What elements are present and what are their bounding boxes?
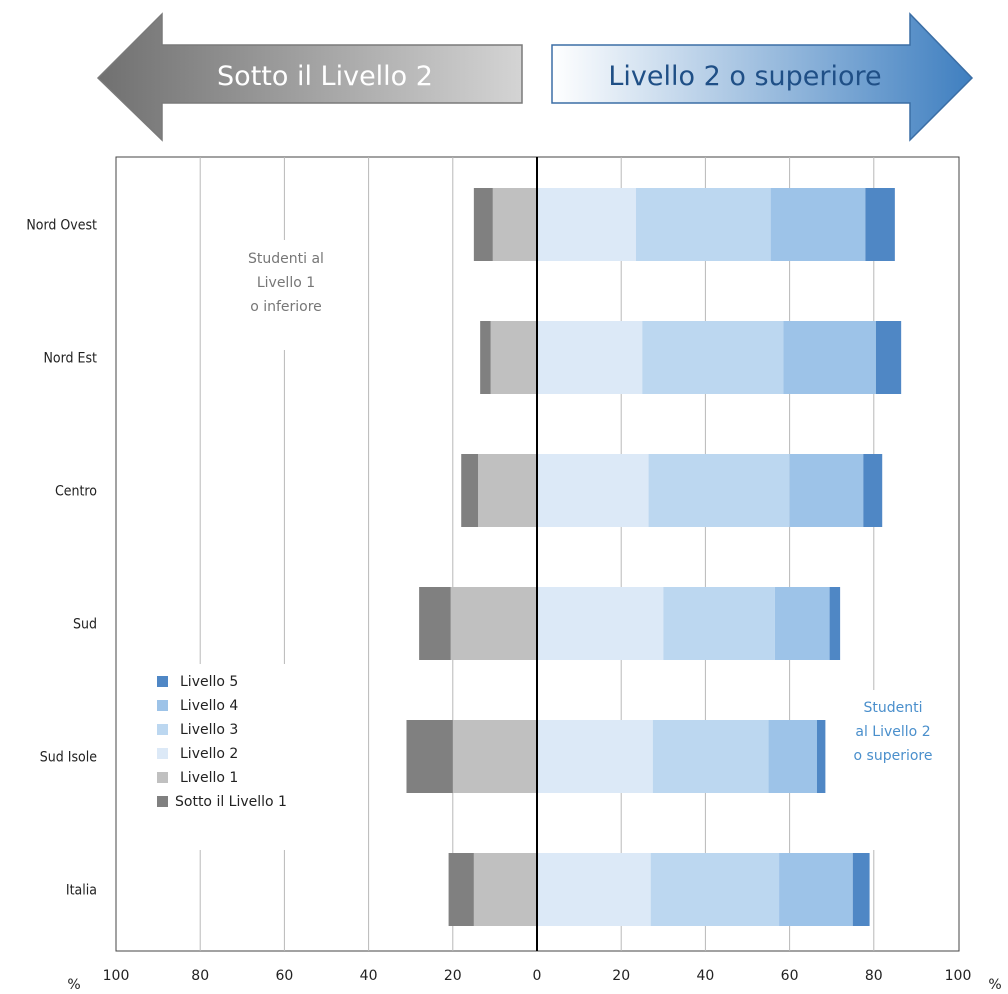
- legend-label: Livello 3: [180, 722, 238, 738]
- category-label: Centro: [55, 484, 97, 500]
- right-note-background: [840, 690, 948, 850]
- bar-segment: [537, 853, 651, 926]
- category-label: Sud Isole: [40, 750, 97, 766]
- bar-segment: [663, 587, 775, 660]
- legend-label: Sotto il Livello 1: [175, 794, 287, 810]
- bar-segment: [537, 720, 653, 793]
- category-label: Nord Ovest: [26, 218, 97, 234]
- bar-segment: [789, 454, 864, 527]
- bar-segment: [492, 188, 537, 261]
- bar-segment: [419, 587, 451, 660]
- x-tick-label: 100: [103, 968, 130, 984]
- bar-segment: [768, 720, 817, 793]
- legend-background: [140, 664, 330, 850]
- bar-segment: [478, 454, 537, 527]
- bar-segment: [537, 454, 649, 527]
- x-tick-labels: 100 80 60 40 20 0 20 40 60 80 100: [103, 968, 972, 984]
- bar-segment: [448, 853, 474, 926]
- x-tick-label: 20: [444, 968, 462, 984]
- category-label: Italia: [66, 883, 97, 899]
- bar-segment: [652, 720, 769, 793]
- x-tick-label: 60: [781, 968, 799, 984]
- left-arrow: Sotto il Livello 2: [96, 12, 523, 142]
- x-tick-label: 20: [612, 968, 630, 984]
- bar-segment: [537, 587, 664, 660]
- bar-segment: [642, 321, 784, 394]
- bar-segment: [490, 321, 537, 394]
- bar-segment: [406, 720, 453, 793]
- x-tick-label: 60: [275, 968, 293, 984]
- bar-segment: [852, 853, 870, 926]
- right-arrow: Livello 2 o superiore: [551, 12, 974, 142]
- x-unit-label-right: %: [988, 977, 1001, 993]
- bar-segment: [774, 587, 830, 660]
- bar-segment: [650, 853, 780, 926]
- bar-segment: [770, 188, 866, 261]
- bar-segment: [461, 454, 479, 527]
- right-note-line-1: Studenti: [863, 700, 922, 716]
- legend-label: Livello 4: [180, 698, 238, 714]
- left-arrow-label: Sotto il Livello 2: [217, 61, 433, 92]
- category-labels: Nord Ovest Nord Est Centro Sud Sud Isole Ital…: [26, 218, 97, 899]
- legend-label: Livello 1: [180, 770, 238, 786]
- legend-label: Livello 5: [180, 674, 238, 690]
- x-tick-label: 80: [865, 968, 883, 984]
- right-annotation: Studenti al Livello 2 o superiore: [854, 700, 933, 764]
- x-tick-label: 100: [945, 968, 972, 984]
- right-arrow-label: Livello 2 o superiore: [608, 61, 881, 92]
- legend-swatch: [157, 700, 168, 711]
- annotation-backgrounds: [140, 240, 948, 850]
- legend-swatch: [157, 724, 168, 735]
- left-note-line-2: Livello 1: [257, 275, 315, 291]
- bar-segment: [865, 188, 895, 261]
- bars: [406, 188, 902, 926]
- category-label: Nord Est: [43, 351, 97, 367]
- bar-segment: [473, 853, 537, 926]
- category-label: Sud: [73, 617, 97, 633]
- legend-swatch: [157, 796, 168, 807]
- bar-segment: [863, 454, 883, 527]
- legend-swatch: [157, 772, 168, 783]
- bar-segment: [537, 321, 643, 394]
- x-tick-label: 80: [191, 968, 209, 984]
- right-note-line-3: o superiore: [854, 748, 933, 764]
- x-tick-label: 40: [360, 968, 378, 984]
- bar-segment: [480, 321, 491, 394]
- left-note-line-3: o inferiore: [250, 299, 322, 315]
- x-tick-label: 0: [533, 968, 542, 984]
- bar-segment: [452, 720, 537, 793]
- x-unit-label-left: %: [67, 977, 80, 993]
- bar-segment: [648, 454, 790, 527]
- bar-segment: [783, 321, 876, 394]
- x-tick-label: 40: [696, 968, 714, 984]
- right-note-line-2: al Livello 2: [855, 724, 930, 740]
- legend: Livello 5 Livello 4 Livello 3 Livello 2 Live…: [157, 674, 287, 810]
- legend-label: Livello 2: [180, 746, 238, 762]
- bar-segment: [537, 188, 636, 261]
- bar-segment: [779, 853, 853, 926]
- bar-segment: [816, 720, 826, 793]
- left-annotation: Studenti al Livello 1 o inferiore: [248, 251, 324, 315]
- bar-segment: [473, 188, 493, 261]
- legend-swatch: [157, 676, 168, 687]
- left-note-background: [226, 240, 346, 350]
- bar-segment: [635, 188, 771, 261]
- bar-segment: [875, 321, 902, 394]
- bar-segment: [450, 587, 537, 660]
- bar-segment: [829, 587, 841, 660]
- left-note-line-1: Studenti al: [248, 251, 324, 267]
- legend-swatch: [157, 748, 168, 759]
